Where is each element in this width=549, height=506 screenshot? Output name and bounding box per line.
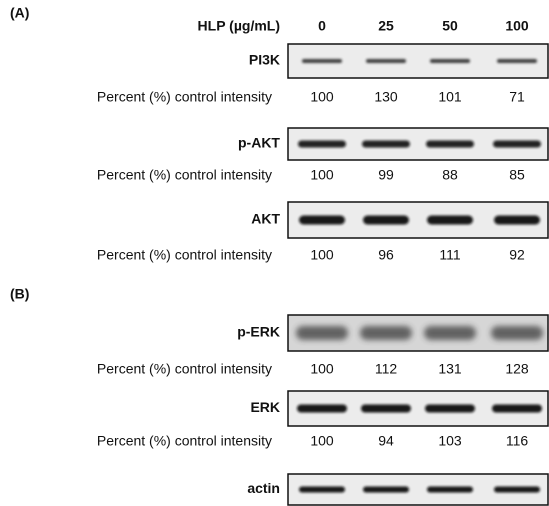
band: [302, 59, 342, 63]
dose-value: 50: [442, 18, 458, 34]
intensity-value: 100: [310, 167, 334, 183]
intensity-value: 131: [438, 361, 462, 377]
band: [366, 59, 406, 63]
band: [427, 216, 473, 225]
intensity-value: 85: [509, 167, 525, 183]
band: [363, 487, 409, 493]
intensity-value: 103: [438, 433, 462, 449]
band: [493, 141, 541, 148]
band: [361, 405, 411, 413]
blot-name: PI3K: [249, 52, 280, 68]
blot-name: p-ERK: [237, 324, 280, 340]
band: [425, 405, 475, 413]
band: [296, 326, 348, 340]
band: [362, 141, 410, 148]
intensity-value: 111: [439, 247, 460, 263]
dose-label: HLP (µg/mL): [198, 18, 280, 34]
intensity-value: 100: [310, 361, 334, 377]
band: [494, 487, 540, 493]
band: [492, 405, 542, 413]
row-label: Percent (%) control intensity: [97, 433, 272, 449]
band: [360, 326, 412, 340]
band: [299, 216, 345, 225]
row-label: Percent (%) control intensity: [97, 361, 272, 377]
intensity-value: 88: [442, 167, 458, 183]
dose-value: 0: [318, 18, 326, 34]
figure: (A) HLP (µg/mL) 0 25 50 100 PI3K Percent (%) co…: [0, 0, 549, 506]
band: [298, 141, 346, 148]
band: [299, 487, 345, 493]
intensity-value: 100: [310, 433, 334, 449]
intensity-value: 101: [438, 89, 462, 105]
dose-value: 25: [378, 18, 394, 34]
band: [426, 141, 474, 148]
intensity-value: 94: [378, 433, 394, 449]
blot-name: actin: [247, 480, 280, 496]
panel-label: (B): [10, 286, 29, 302]
row-label: Percent (%) control intensity: [97, 89, 272, 105]
row-label: Percent (%) control intensity: [97, 167, 272, 183]
intensity-value: 96: [378, 247, 394, 263]
blot-name: ERK: [250, 399, 280, 415]
dose-value: 100: [505, 18, 529, 34]
band: [494, 216, 540, 225]
row-label: Percent (%) control intensity: [97, 247, 272, 263]
blot-name: p-AKT: [238, 135, 280, 151]
band: [491, 326, 543, 340]
intensity-value: 100: [310, 89, 334, 105]
band: [363, 216, 409, 225]
band: [497, 59, 537, 63]
band: [430, 59, 470, 63]
intensity-value: 112: [375, 361, 398, 377]
panel-label: (A): [10, 5, 29, 21]
intensity-value: 128: [505, 361, 529, 377]
band: [427, 487, 473, 493]
intensity-value: 130: [374, 89, 398, 105]
intensity-value: 71: [509, 89, 525, 105]
intensity-value: 116: [506, 433, 529, 449]
intensity-value: 92: [509, 247, 525, 263]
intensity-value: 99: [378, 167, 394, 183]
intensity-value: 100: [310, 247, 334, 263]
band: [424, 326, 476, 340]
blot-name: AKT: [251, 211, 280, 227]
band: [297, 405, 347, 413]
